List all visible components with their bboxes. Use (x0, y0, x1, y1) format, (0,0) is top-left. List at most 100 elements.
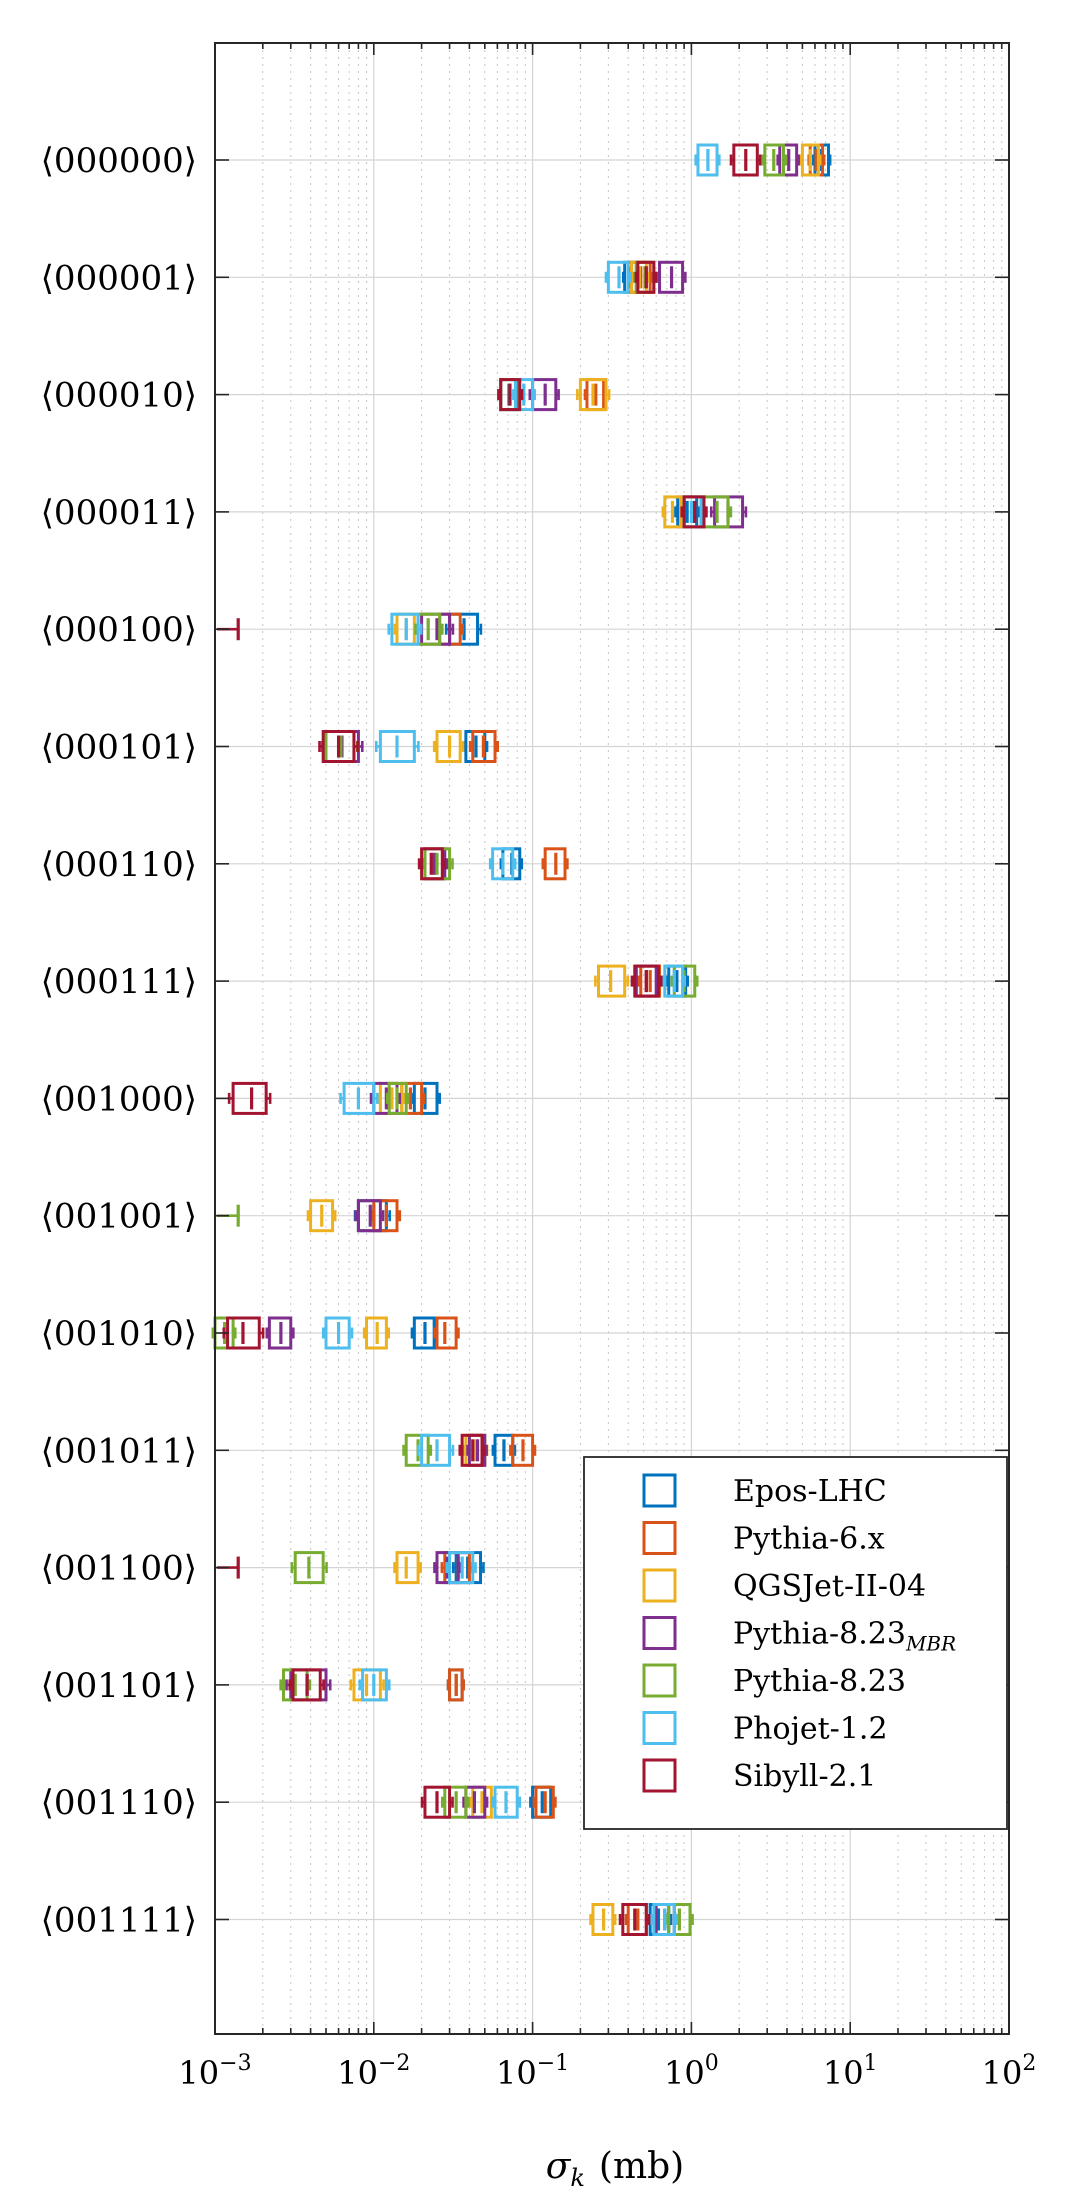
category-label: ⟨001110⟩ (41, 1783, 197, 1823)
x-tick-exponent: 0 (705, 2051, 719, 2076)
category-label: ⟨000010⟩ (41, 376, 197, 416)
box-rect (378, 730, 416, 763)
box-rect (696, 143, 719, 177)
category-label: ⟨001001⟩ (41, 1197, 197, 1237)
category-label: ⟨001010⟩ (41, 1314, 197, 1354)
legend-box (583, 1456, 1008, 1830)
box-rect (412, 1081, 439, 1115)
x-axis-subscript: k (570, 2164, 585, 2192)
x-tick-base: 10 (178, 2054, 219, 2092)
category-label: ⟨000110⟩ (41, 845, 197, 885)
legend-label: Phojet-1.2 (733, 1712, 888, 1747)
box-rect (621, 1903, 648, 1936)
x-tick-label: 10−1 (496, 2051, 569, 2092)
box-rect (591, 1903, 615, 1936)
x-tick-base: 10 (664, 2054, 705, 2092)
box-rect (448, 1668, 464, 1702)
box-rect (460, 1433, 484, 1467)
axes: 10−3 10−2 10−1 100 101 102⟨000000⟩⟨000001⟩⟨00… (41, 42, 1037, 2092)
box-rect (578, 378, 608, 412)
legend-label: Epos-LHC (733, 1474, 887, 1509)
x-tick-exponent: −2 (378, 2051, 410, 2076)
box-rect (423, 1785, 452, 1819)
x-tick-exponent: 2 (1022, 2051, 1036, 2076)
category-label: ⟨001111⟩ (41, 1901, 197, 1941)
box-rect (435, 730, 462, 763)
x-axis-unit: (mb) (599, 2146, 684, 2187)
legend-swatch (642, 1663, 677, 1698)
x-axis-title: σk (mb) (546, 2146, 684, 2192)
legend-label: QGSJet-II-04 (733, 1569, 926, 1604)
legend-label: Sibyll-2.1 (733, 1759, 876, 1794)
box-rect (682, 495, 706, 529)
box-rect (387, 1081, 408, 1115)
category-label: ⟨000000⟩ (41, 141, 197, 181)
category-label: ⟨000001⟩ (41, 258, 197, 298)
x-tick-base: 10 (982, 2054, 1023, 2092)
box-rect (420, 1433, 452, 1467)
box-rect (763, 143, 785, 177)
box-rect (324, 1316, 351, 1350)
box-rect (435, 1316, 458, 1350)
box-rect (448, 1551, 475, 1585)
x-tick-label: 10−3 (178, 2051, 251, 2092)
box-rect (652, 1903, 676, 1936)
legend-swatch (642, 1473, 677, 1508)
box-rect (663, 964, 685, 998)
x-tick-label: 101 (823, 2051, 878, 2092)
box-rect (356, 1199, 382, 1233)
box-rect (309, 1199, 335, 1233)
x-tick-label: 100 (664, 2051, 719, 2092)
box-rect (293, 1551, 325, 1585)
x-tick-label: 10−2 (337, 2051, 410, 2092)
box-rect (800, 143, 820, 177)
box-rect (342, 1081, 376, 1115)
box-rect (778, 143, 799, 177)
box-rect (435, 1551, 460, 1585)
box-rect (636, 260, 656, 294)
category-label: ⟨001000⟩ (41, 1079, 197, 1119)
legend: Epos-LHC Pythia-6.x QGSJet-II-04 Pythia-8.2… (583, 1456, 1008, 1830)
category-label: ⟨000101⟩ (41, 728, 197, 768)
category-label: ⟨001101⟩ (41, 1666, 197, 1706)
category-label: ⟨000011⟩ (41, 493, 197, 533)
box-rect (732, 143, 759, 177)
x-tick-label: 102 (982, 2051, 1037, 2092)
legend-swatch (642, 1758, 677, 1793)
box-rect (658, 260, 685, 294)
box-rect (493, 1785, 519, 1819)
legend-label-subscript: MBR (905, 1632, 956, 1656)
plot-frame (214, 42, 1010, 2035)
box-rect (606, 260, 630, 294)
box-rect (267, 1316, 293, 1350)
legend-label-main: Pythia-8.23 (733, 1617, 906, 1652)
legend-swatch (642, 1521, 677, 1555)
box-rect (491, 847, 515, 881)
category-label: ⟨001011⟩ (41, 1431, 197, 1471)
box-rect (596, 964, 627, 998)
legend-swatch (642, 1568, 677, 1603)
box-rect (395, 1551, 420, 1585)
box-rect (420, 847, 444, 881)
category-label: ⟨000111⟩ (41, 962, 197, 1002)
box-rect (361, 1668, 388, 1702)
x-tick-base: 10 (496, 2054, 537, 2092)
box-rect (390, 612, 420, 646)
box-rect (499, 378, 522, 412)
x-tick-exponent: −3 (219, 2051, 251, 2076)
box-rect (404, 1433, 430, 1467)
box-rect (633, 964, 660, 998)
x-axis-symbol: σ (546, 2146, 572, 2187)
legend-swatch (642, 1616, 677, 1650)
x-tick-exponent: 1 (864, 2051, 878, 2076)
box-rect (365, 1316, 388, 1350)
boxes (211, 143, 832, 1936)
category-label: ⟨000100⟩ (41, 610, 197, 650)
box-rect (321, 730, 356, 763)
x-tick-base: 10 (337, 2054, 378, 2092)
legend-label: Pythia-8.23 (733, 1664, 906, 1699)
box-rect (543, 847, 567, 881)
box-rect (291, 1668, 322, 1702)
